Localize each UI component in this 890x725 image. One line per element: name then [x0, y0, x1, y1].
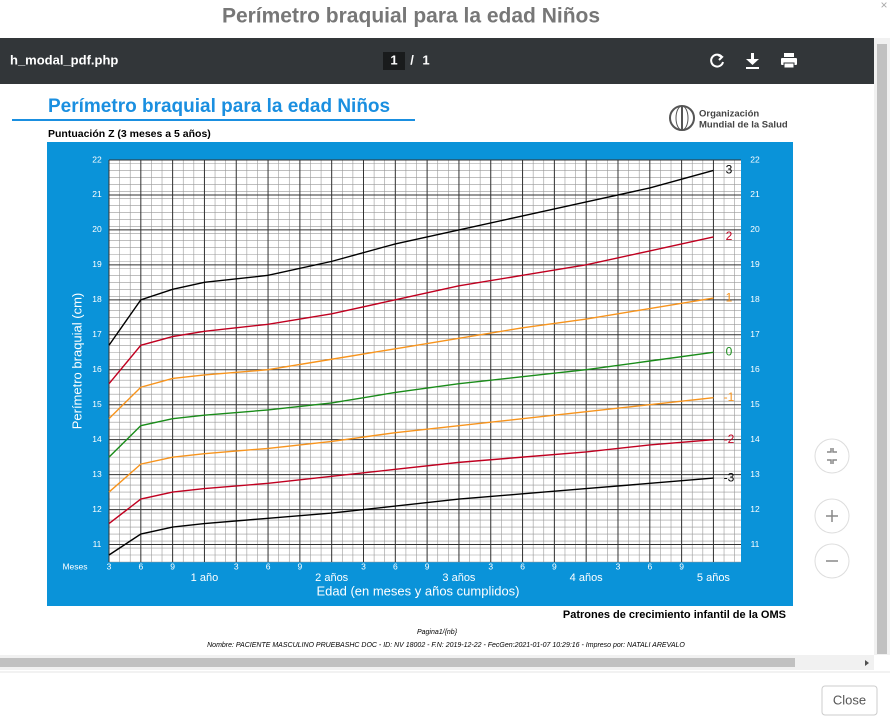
curve-label: -2: [724, 432, 735, 446]
y-tick-label: 22: [92, 154, 102, 164]
z-curve: [108, 477, 714, 556]
who-name-2: Mundial de la Salud: [699, 120, 788, 131]
x-tick-label: 3: [488, 561, 493, 571]
modal-close-icon[interactable]: ×: [880, 0, 887, 12]
curve-label: 3: [726, 163, 733, 177]
scroll-arrow[interactable]: [865, 660, 869, 666]
z-curve: [108, 297, 714, 420]
page-total: 1: [422, 52, 429, 67]
x-tick-unit-label: Meses: [62, 561, 87, 571]
curve-label: 0: [726, 344, 733, 358]
x-tick-label: 6: [266, 561, 271, 571]
x-tick-label: 6: [520, 561, 525, 571]
y2-tick-label: 21: [750, 189, 760, 199]
document-heading: Perímetro braquial para la edad Niños: [48, 96, 390, 117]
curve-label: -3: [724, 470, 735, 484]
plot-area: [109, 160, 741, 562]
close-button-label: Close: [833, 692, 866, 707]
x-tick-label: 3: [107, 561, 112, 571]
x-tick-label: 6: [138, 561, 143, 571]
y2-tick-label: 22: [750, 154, 760, 164]
page-input[interactable]: [383, 52, 405, 70]
x-tick-label: 3: [234, 561, 239, 571]
filename: h_modal_pdf.php: [10, 52, 118, 67]
patient-line: Nombre: PACIENTE MASCULINO PRUEBASHC DOC…: [207, 642, 685, 649]
y-tick-label: 21: [92, 189, 102, 199]
download-button[interactable]: [746, 53, 759, 69]
who-logo: [669, 105, 695, 131]
x-tick-label: 5 años: [697, 572, 731, 584]
x-tick-label: 6: [647, 561, 652, 571]
y2-tick-label: 13: [750, 469, 760, 479]
x-tick-label: 6: [393, 561, 398, 571]
x-tick-label: 9: [679, 561, 684, 571]
page-separator: /: [410, 52, 414, 67]
z-curve: [108, 438, 714, 525]
y-tick-label: 16: [92, 364, 102, 374]
print-button[interactable]: [781, 53, 797, 69]
rotate-button[interactable]: [710, 53, 724, 68]
x-axis-label: Edad (en meses y años cumplidos): [316, 583, 519, 598]
z-curve: [108, 397, 714, 493]
close-button[interactable]: [821, 685, 878, 716]
z-curve: [108, 169, 714, 346]
y-tick-label: 17: [92, 329, 102, 339]
y2-tick-label: 11: [751, 539, 760, 549]
curve-label: 2: [726, 229, 733, 243]
curve-label: -1: [724, 390, 735, 404]
y-tick-label: 11: [93, 539, 102, 549]
x-tick-label: 1 año: [191, 572, 219, 584]
y2-tick-label: 20: [750, 224, 760, 234]
y2-tick-label: 17: [750, 329, 760, 339]
x-tick-label: 9: [552, 561, 557, 571]
page-current: 1: [390, 52, 397, 67]
x-tick-label: 9: [425, 561, 430, 571]
y2-tick-label: 14: [750, 434, 760, 444]
x-tick-label: 4 años: [570, 572, 604, 584]
x-tick-label: 2 años: [315, 572, 349, 584]
modal-title: Perímetro braquial para la edad Niños: [222, 5, 600, 28]
y2-tick-label: 15: [750, 399, 760, 409]
horizontal-scroll-thumb[interactable]: [0, 658, 795, 667]
x-tick-label: 3: [361, 561, 366, 571]
y2-tick-label: 12: [750, 504, 760, 514]
source: Patrones de crecimiento infantil de la O…: [563, 609, 786, 621]
fit-button[interactable]: [814, 438, 850, 474]
x-tick-label: 9: [298, 561, 303, 571]
x-tick-label: 3 años: [442, 572, 476, 584]
vertical-scroll-thumb[interactable]: [877, 44, 887, 654]
y-axis-label: Perímetro braquial (cm): [69, 293, 84, 430]
document-subtitle: Puntuación Z (3 meses a 5 años): [48, 128, 211, 140]
x-tick-label: 9: [170, 561, 175, 571]
y2-tick-label: 19: [750, 259, 760, 269]
z-curve: [108, 351, 714, 458]
who-name-1: Organización: [699, 109, 759, 120]
y-tick-label: 13: [92, 469, 102, 479]
y2-tick-label: 16: [750, 364, 760, 374]
y-tick-label: 19: [92, 259, 102, 269]
zoom-in-button[interactable]: [814, 498, 850, 534]
y-tick-label: 15: [92, 399, 102, 409]
zoom-out-button[interactable]: [814, 543, 850, 579]
y-tick-label: 18: [92, 294, 102, 304]
y2-tick-label: 18: [750, 294, 760, 304]
y-tick-label: 12: [92, 504, 102, 514]
toolbar: [0, 38, 874, 84]
z-curve: [108, 236, 714, 385]
curve-label: 1: [726, 290, 733, 304]
page-footer: Pagina1/{nb}: [417, 629, 458, 636]
y-tick-label: 14: [92, 434, 102, 444]
x-tick-label: 3: [616, 561, 621, 571]
y-tick-label: 20: [92, 224, 102, 234]
